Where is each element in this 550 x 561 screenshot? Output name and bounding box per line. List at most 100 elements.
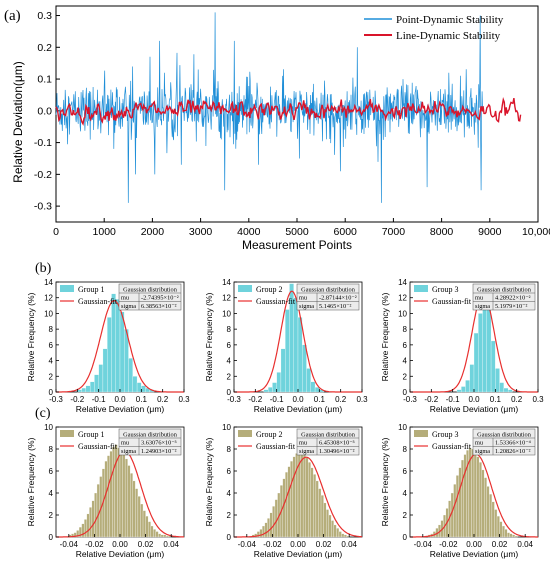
x-tick-label: 0.1 [490, 395, 502, 404]
table-sigma-value: 5.1465×10⁻² [319, 303, 351, 310]
histogram-bar [343, 534, 347, 538]
y-tick-label: 0.2 [37, 42, 52, 54]
histogram-bar [455, 475, 459, 538]
y-tick-label: 4 [227, 489, 232, 498]
histogram-bar [142, 510, 146, 538]
y-tick-label: 4 [49, 357, 54, 366]
x-tick-label: 0.02 [492, 540, 508, 549]
y-tick-label: 0 [227, 388, 232, 397]
x-tick-label: 10,000 [522, 226, 550, 238]
histogram-bar [473, 452, 477, 538]
y-tick-label: 0 [49, 533, 54, 542]
histogram-bar [158, 533, 162, 538]
histogram-bar [285, 471, 288, 538]
histogram-bar [117, 447, 121, 538]
x-tick-label: 0 [53, 226, 59, 238]
histogram-bar [130, 473, 133, 538]
histogram-bar [496, 515, 500, 538]
histogram-bar [310, 467, 314, 538]
y-tick-label: 0.1 [37, 74, 52, 86]
table-sigma-value: 1.24903×10⁻² [141, 448, 177, 455]
series-point-dynamic-stability [55, 12, 483, 203]
x-axis-label: Relative Deviation (μm) [254, 549, 343, 559]
histogram-bar [96, 484, 100, 538]
legend-label-fit: Gaussian-fit [78, 297, 118, 306]
histogram-bar [84, 519, 87, 538]
x-tick-label: 0.2 [157, 395, 169, 404]
x-tick-label: 0.04 [163, 540, 179, 549]
x-tick-label: 0.2 [335, 395, 347, 404]
histogram-bar [306, 368, 311, 393]
histogram-bar [160, 534, 164, 538]
y-tick-label: 14 [398, 278, 407, 287]
legend-swatch-hist [414, 430, 428, 437]
table-header: Gaussian distribution [301, 286, 356, 293]
x-tick-label: 0.02 [316, 540, 332, 549]
histogram-bar [272, 506, 276, 538]
histogram-bar [338, 531, 342, 538]
table-sigma-label: sigma [475, 303, 490, 310]
y-tick-label: 4 [403, 357, 408, 366]
histogram-bar [465, 380, 470, 393]
legend-label-fit: Gaussian-fit [432, 442, 472, 451]
histogram-bar [314, 387, 320, 393]
histogram-bar [153, 529, 156, 538]
histogram-bar [263, 389, 269, 393]
table-header: Gaussian distribution [477, 286, 532, 293]
histogram-bar [145, 515, 149, 538]
histogram-bar [128, 358, 133, 393]
histogram-bar [300, 452, 304, 538]
x-tick-label: 8000 [430, 226, 454, 238]
x-tick-label: 0.04 [341, 540, 357, 549]
histogram-bar [102, 348, 108, 393]
histogram-bar [504, 529, 508, 538]
histogram-b-group-2: 0 2 4 6 8 10 12 14 -0.3 -0.2 -0.1 0.0 0.1 0.2 0.3 Relat… [204, 278, 368, 414]
y-tick-label: 12 [44, 294, 53, 303]
y-tick-label: 4 [227, 357, 232, 366]
y-tick-label: 0.0 [37, 105, 52, 117]
legend: Group 3 Gaussian-fit [414, 430, 472, 451]
histogram-bar [292, 456, 296, 538]
histogram-bar [94, 374, 99, 393]
table-sigma-value: 1.30496×10⁻² [319, 448, 355, 455]
histogram-bar [490, 340, 496, 393]
y-axis-label: Relative Frequency (%) [26, 292, 36, 381]
table-sigma-label: sigma [121, 448, 136, 455]
histogram-bar [115, 299, 121, 393]
y-tick-label: 8 [227, 325, 232, 334]
table-sigma-value: 1.20826×10⁻² [495, 448, 531, 455]
legend-label-group: Group 3 [432, 285, 458, 294]
x-tick-label: 0.1 [136, 395, 148, 404]
histogram-bar [112, 446, 116, 538]
table-sigma-label: sigma [299, 448, 314, 455]
legend: Group 2 Gaussian-fit [238, 430, 296, 451]
table-mu-label: mu [299, 295, 308, 302]
histogram-bar [111, 293, 116, 393]
histogram-bar [137, 496, 141, 538]
y-tick-label: 0 [227, 533, 232, 542]
legend-swatch-hist [414, 285, 428, 292]
histogram-bar [512, 534, 516, 538]
x-tick-label: 7000 [382, 226, 406, 238]
histogram-bar [481, 469, 485, 538]
histogram-bar [461, 459, 464, 538]
y-tick-label: 2 [403, 372, 408, 381]
y-tick-label: 2 [403, 511, 408, 520]
x-tick-label: -0.1 [446, 395, 460, 404]
histogram-bar [264, 522, 268, 538]
y-tick-label: -0.3 [34, 201, 52, 213]
y-tick-label: 8 [403, 325, 408, 334]
y-tick-label: 14 [222, 278, 231, 287]
x-axis-label: Relative Deviation (μm) [76, 549, 165, 559]
y-tick-label: 6 [227, 341, 232, 350]
x-tick-label: 2000 [141, 226, 165, 238]
y-tick-label: 0 [49, 388, 54, 397]
table-header: Gaussian distribution [301, 431, 356, 438]
x-tick-label: -0.1 [270, 395, 284, 404]
histogram-bar [98, 364, 104, 393]
legend-swatch-hist [238, 430, 252, 437]
histogram-bar [315, 480, 319, 538]
y-tick-label: 8 [49, 445, 54, 454]
